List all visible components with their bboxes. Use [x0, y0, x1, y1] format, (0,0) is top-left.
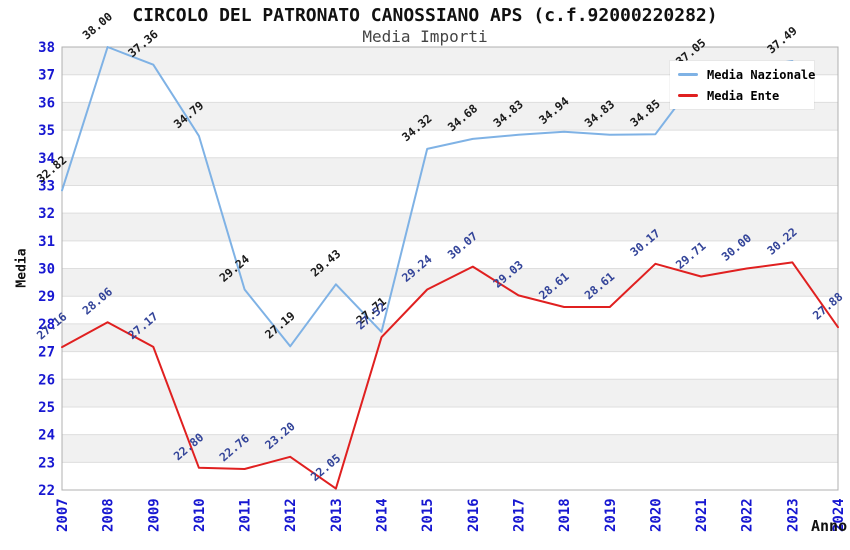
y-tick-label: 38: [38, 40, 55, 56]
legend-line-sample-nazionale: [678, 73, 698, 76]
x-tick-label: 2008: [101, 498, 117, 532]
x-tick-label: 2016: [466, 498, 482, 532]
x-tick-label: 2023: [785, 498, 801, 532]
series-line-media-ente: [61, 261, 839, 490]
x-tick-label: 2009: [146, 498, 162, 532]
x-tick-label: 2024: [831, 498, 847, 532]
y-tick-label: 26: [38, 372, 55, 388]
y-tick-label: 27: [38, 345, 55, 361]
y-tick-label: 22: [38, 483, 55, 499]
plot-band: [62, 379, 838, 407]
y-tick-label: 25: [38, 400, 55, 416]
plot-band: [62, 268, 838, 297]
series-line-media-nazionale: [61, 46, 794, 348]
plot-band: [62, 213, 838, 241]
x-tick-label: 2017: [511, 498, 527, 532]
x-tick-label: 2010: [192, 498, 208, 532]
legend-item-media-nazionale: Media Nazionale: [678, 67, 815, 82]
x-tick-label: 2015: [420, 498, 436, 532]
x-tick-label: 2022: [740, 498, 756, 532]
y-tick-label: 28: [38, 317, 55, 333]
y-tick-label: 36: [38, 95, 55, 111]
y-tick-label: 23: [38, 455, 55, 471]
x-tick-label: 2013: [329, 498, 345, 532]
legend-label-media-nazionale: Media Nazionale: [707, 67, 816, 82]
y-tick-label: 34: [38, 151, 55, 167]
y-tick-label: 29: [38, 289, 55, 305]
y-tick-label: 30: [38, 262, 55, 278]
x-tick-label: 2012: [283, 498, 299, 532]
plot-band: [62, 323, 838, 352]
chart-title: CIRCOLO DEL PATRONATO CANOSSIANO APS (c.…: [132, 5, 718, 26]
x-tick-label: 2020: [648, 498, 664, 532]
plot-border: [61, 46, 839, 491]
y-tick-label: 24: [38, 428, 55, 444]
plot-band: [62, 157, 838, 186]
legend-line-sample-ente: [678, 94, 698, 97]
y-axis-title: Media: [14, 248, 30, 288]
y-tick-label: 33: [38, 178, 55, 194]
chart-subtitle: Media Importi: [362, 27, 488, 46]
x-axis-title: Anno: [811, 517, 848, 535]
x-tick-label: 2019: [603, 498, 619, 532]
legend-label-media-ente: Media Ente: [707, 88, 780, 103]
legend-item-media-ente: Media Ente: [678, 88, 806, 103]
x-tick-label: 2018: [557, 498, 573, 532]
x-tick-label: 2007: [55, 498, 71, 532]
y-tick-label: 31: [38, 234, 55, 250]
legend: Media Nazionale Media Ente: [670, 61, 815, 109]
y-tick-label: 32: [38, 206, 55, 222]
x-tick-label: 2011: [238, 498, 254, 532]
y-tick-label: 37: [38, 68, 55, 84]
x-tick-label: 2021: [694, 498, 710, 532]
y-tick-label: 35: [38, 123, 55, 139]
x-tick-label: 2014: [375, 498, 391, 532]
